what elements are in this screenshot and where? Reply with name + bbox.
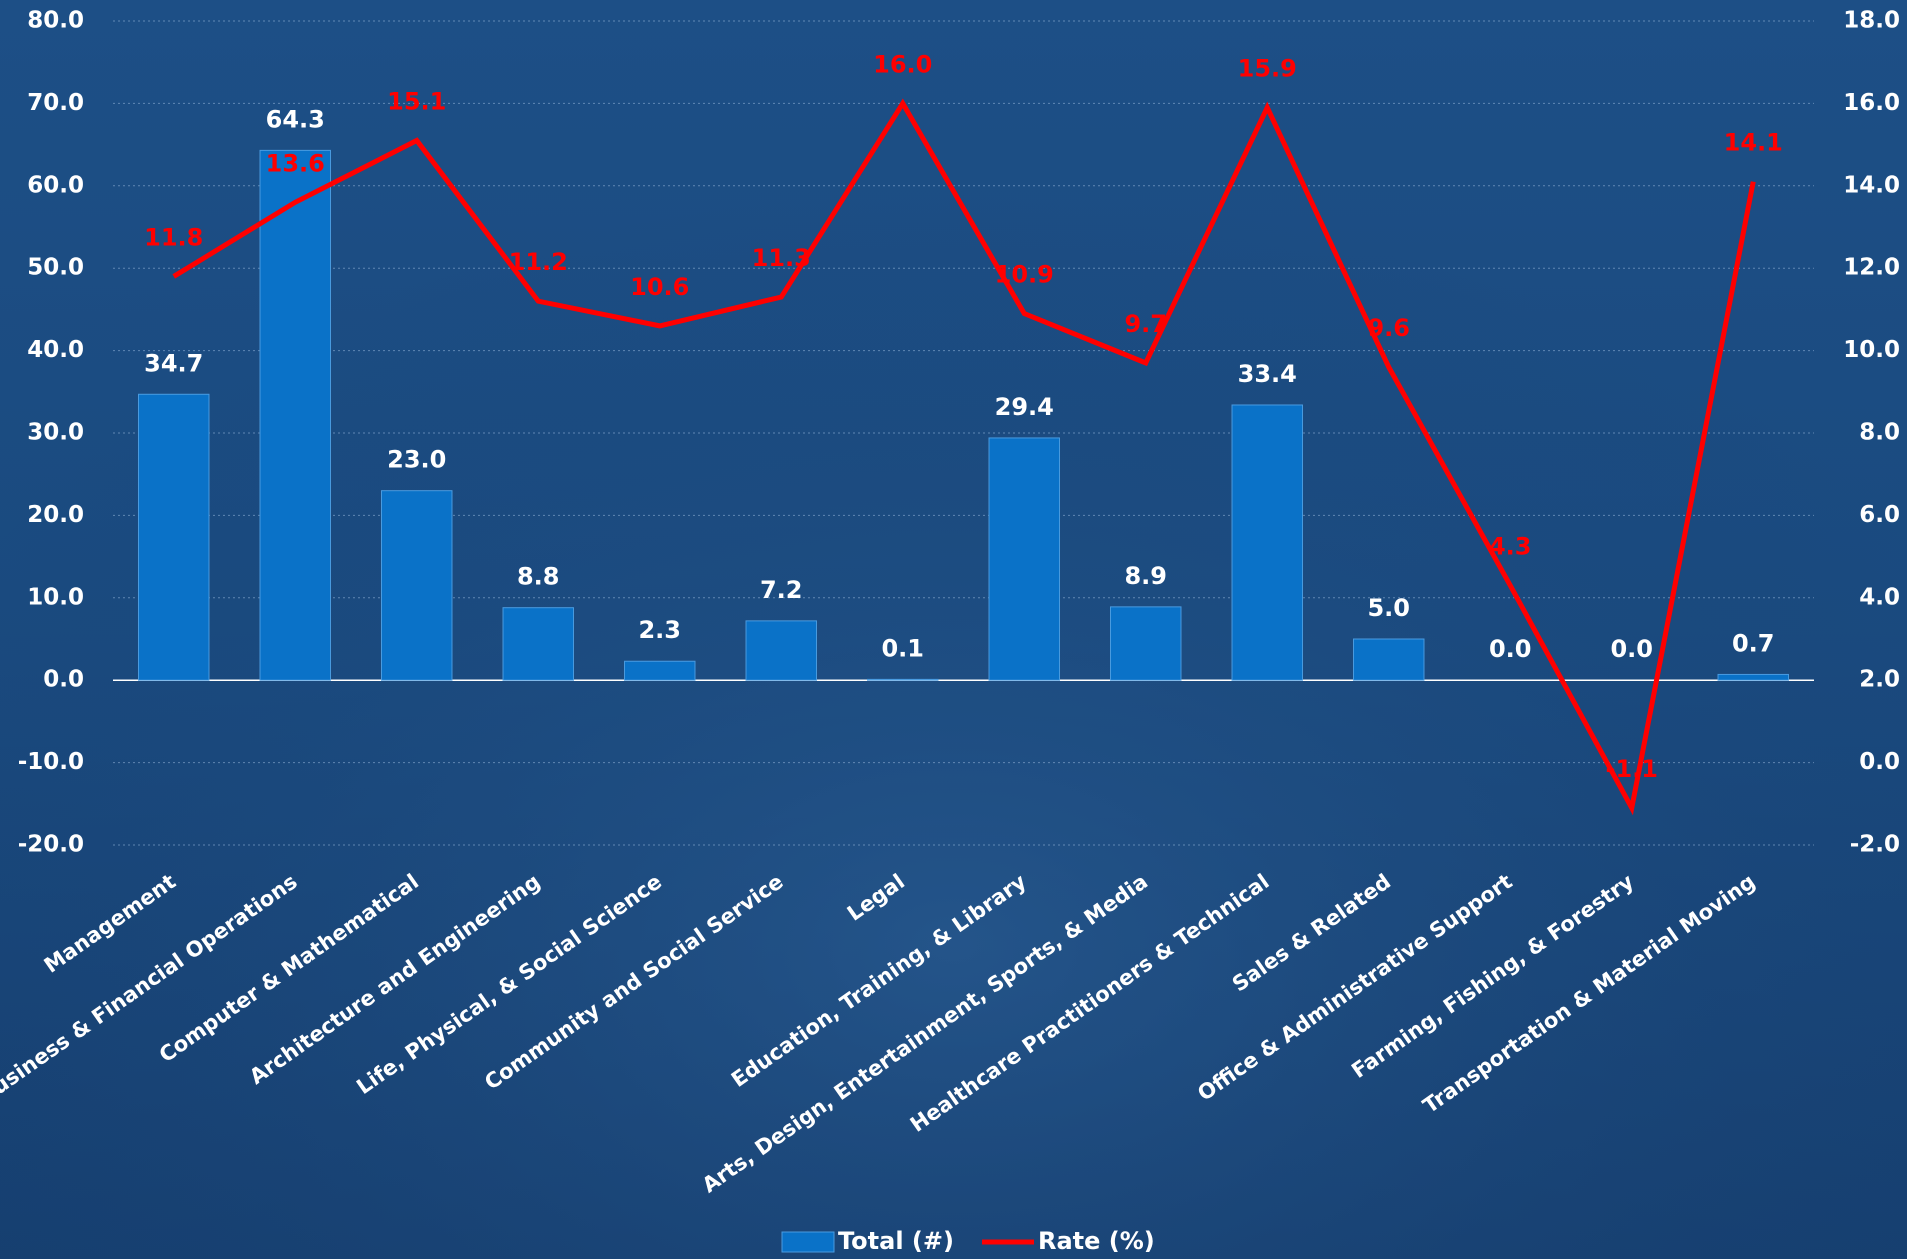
y2-tick-label: -2.0 [1850, 832, 1900, 858]
rate-line [172, 98, 1756, 816]
y-tick-label: 30.0 [27, 420, 84, 446]
bar-value-label: 23.0 [387, 446, 446, 474]
bar-value-label: 0.7 [1732, 629, 1775, 657]
bar [1353, 638, 1425, 681]
legend-label: Total (#) [838, 1227, 954, 1255]
bar [867, 678, 939, 681]
y-tick-label: -20.0 [18, 832, 84, 858]
legend-swatch [781, 1231, 835, 1253]
y-tick-label: 20.0 [27, 502, 84, 528]
bar [624, 660, 696, 681]
line-value-label: 4.3 [1489, 532, 1532, 560]
y2-tick-label: 2.0 [1859, 667, 1900, 693]
y-tick-label: 70.0 [27, 90, 84, 116]
line-value-label: 9.6 [1367, 314, 1410, 342]
bar-value-label: 8.9 [1124, 562, 1167, 590]
bar-value-label: 2.3 [638, 616, 681, 644]
bar-value-label: 8.8 [517, 563, 560, 591]
line-value-label: 10.6 [630, 273, 689, 301]
y-tick-label: 50.0 [27, 255, 84, 281]
line-value-label: -1.1 [1606, 755, 1658, 783]
bar-value-label: 64.3 [266, 105, 325, 133]
line-value-label: 15.9 [1238, 55, 1297, 83]
bar [1231, 404, 1303, 681]
y2-tick-label: 16.0 [1843, 90, 1900, 116]
bar-value-label: 0.0 [1489, 635, 1532, 663]
bar [1717, 673, 1789, 681]
y2-tick-label: 0.0 [1859, 749, 1900, 775]
y2-tick-label: 14.0 [1843, 172, 1900, 198]
bar [381, 490, 453, 681]
line-value-label: 15.1 [387, 87, 446, 115]
bar [1110, 606, 1182, 681]
line-value-label: 11.3 [752, 244, 811, 272]
bar [988, 437, 1060, 681]
bar-value-label: 0.1 [881, 634, 924, 662]
bar-value-label: 33.4 [1238, 360, 1297, 388]
y2-tick-label: 6.0 [1859, 502, 1900, 528]
line-value-label: 10.9 [995, 261, 1054, 289]
y2-tick-label: 18.0 [1843, 8, 1900, 34]
line-value-label: 9.7 [1124, 310, 1167, 338]
bar-value-label: 34.7 [144, 349, 203, 377]
y-tick-label: 40.0 [27, 337, 84, 363]
bar-value-label: 7.2 [760, 576, 803, 604]
line-value-label: 14.1 [1724, 129, 1783, 157]
y-tick-label: 60.0 [27, 172, 84, 198]
bar [745, 620, 817, 681]
bar [502, 607, 574, 681]
bar-value-label: 29.4 [995, 393, 1054, 421]
y2-tick-label: 4.0 [1859, 584, 1900, 610]
y-tick-label: 80.0 [27, 8, 84, 34]
line-value-label: 16.0 [873, 50, 932, 78]
y-tick-label: -10.0 [18, 749, 84, 775]
line-value-label: 11.2 [509, 248, 568, 276]
bar-value-label: 5.0 [1367, 594, 1410, 622]
y2-tick-label: 12.0 [1843, 255, 1900, 281]
line-value-label: 13.6 [266, 149, 325, 177]
y-tick-label: 10.0 [27, 584, 84, 610]
y2-tick-label: 10.0 [1843, 337, 1900, 363]
line-value-label: 11.8 [144, 223, 203, 251]
legend-label: Rate (%) [1038, 1227, 1155, 1255]
bar [138, 393, 210, 681]
y-tick-label: 0.0 [43, 667, 84, 693]
bar [259, 149, 331, 681]
y2-tick-label: 8.0 [1859, 420, 1900, 446]
bar-value-label: 0.0 [1610, 635, 1653, 663]
